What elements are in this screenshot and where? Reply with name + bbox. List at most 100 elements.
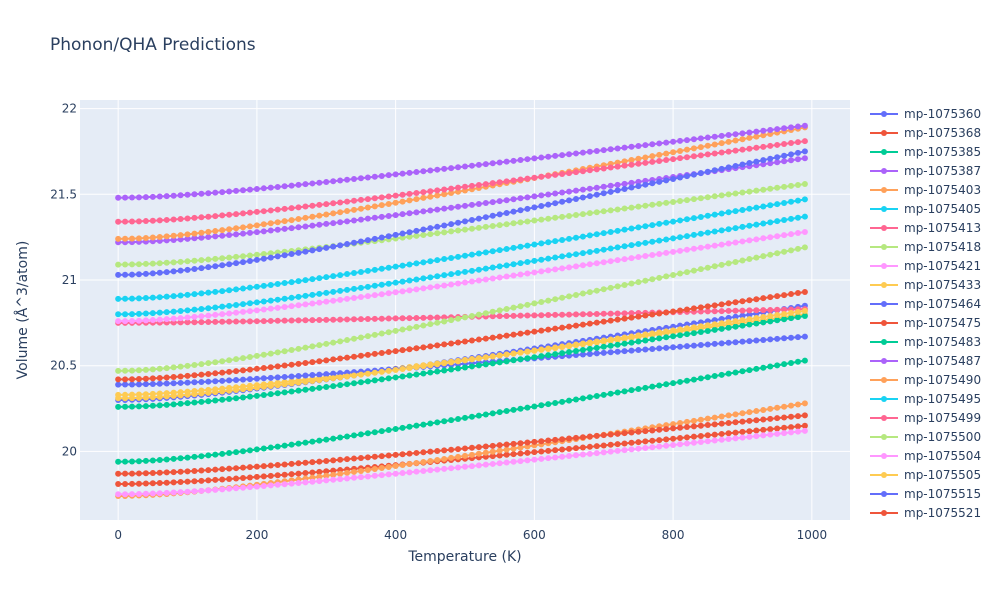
data-point <box>566 170 573 177</box>
data-point <box>434 187 441 194</box>
legend-item[interactable]: mp-1075433 <box>870 278 981 292</box>
data-point <box>552 238 559 245</box>
data-point <box>316 299 323 306</box>
data-point <box>614 310 621 317</box>
data-point <box>288 182 295 189</box>
legend-item[interactable]: mp-1075475 <box>870 316 981 330</box>
data-point <box>427 457 434 464</box>
legend-item[interactable]: mp-1075464 <box>870 297 981 311</box>
data-point <box>260 282 267 289</box>
data-point <box>767 126 774 133</box>
legend-item[interactable]: mp-1075483 <box>870 335 981 349</box>
data-point <box>364 174 371 181</box>
data-point <box>344 354 351 361</box>
data-point <box>135 381 142 388</box>
data-point <box>656 335 663 342</box>
legend-item[interactable]: mp-1075515 <box>870 487 981 501</box>
data-point <box>732 313 739 320</box>
data-point <box>406 450 413 457</box>
data-point <box>420 208 427 215</box>
data-point <box>531 449 538 456</box>
data-point <box>246 229 253 236</box>
data-point <box>399 470 406 477</box>
data-point <box>482 443 489 450</box>
data-point <box>226 318 233 325</box>
data-point <box>378 234 385 241</box>
data-point <box>593 166 600 173</box>
data-point <box>781 361 788 368</box>
legend-item[interactable]: mp-1075521 <box>870 506 981 520</box>
data-point <box>663 199 670 206</box>
legend-item[interactable]: mp-1075360 <box>870 107 981 121</box>
data-point <box>184 372 191 379</box>
legend-item[interactable]: mp-1075505 <box>870 468 981 482</box>
data-point <box>697 304 704 311</box>
data-point <box>545 191 552 198</box>
data-point <box>357 474 364 481</box>
data-point <box>323 436 330 443</box>
legend-item[interactable]: mp-1075368 <box>870 126 981 140</box>
data-point <box>219 388 226 395</box>
data-point <box>371 214 378 221</box>
legend-item[interactable]: mp-1075418 <box>870 240 981 254</box>
data-point <box>351 468 358 475</box>
data-point <box>191 214 198 221</box>
data-point <box>441 229 448 236</box>
data-point <box>607 349 614 356</box>
data-point <box>281 461 288 468</box>
data-point <box>801 213 808 220</box>
data-point <box>392 199 399 206</box>
data-point <box>517 349 524 356</box>
data-point <box>413 196 420 203</box>
data-point <box>579 434 586 441</box>
series-mp-1075499 <box>115 138 808 225</box>
data-point <box>781 306 788 313</box>
legend-item[interactable]: mp-1075405 <box>870 202 981 216</box>
data-point <box>739 317 746 324</box>
series-line <box>118 291 806 381</box>
legend-item[interactable]: mp-1075490 <box>870 373 981 387</box>
data-point <box>545 255 552 262</box>
data-point <box>642 438 649 445</box>
data-point <box>149 490 156 497</box>
data-point <box>233 395 240 402</box>
data-point <box>219 189 226 196</box>
data-point <box>635 142 642 149</box>
legend-item[interactable]: mp-1075487 <box>870 354 981 368</box>
data-point <box>337 209 344 216</box>
data-point <box>142 260 149 267</box>
legend-item[interactable]: mp-1075504 <box>870 449 981 463</box>
data-point <box>725 412 732 419</box>
data-point <box>496 460 503 467</box>
data-point <box>212 233 219 240</box>
legend-item[interactable]: mp-1075387 <box>870 164 981 178</box>
legend-item[interactable]: mp-1075495 <box>870 392 981 406</box>
data-point <box>690 330 697 337</box>
data-point <box>274 317 281 324</box>
data-point <box>607 188 614 195</box>
data-point <box>572 187 579 194</box>
legend-item[interactable]: mp-1075421 <box>870 259 981 273</box>
legend-label: mp-1075418 <box>904 240 981 254</box>
data-point <box>427 362 434 369</box>
data-point <box>281 225 288 232</box>
data-point <box>420 314 427 321</box>
legend-item[interactable]: mp-1075403 <box>870 183 981 197</box>
data-point <box>246 464 253 471</box>
data-point <box>156 402 163 409</box>
data-point <box>489 360 496 367</box>
data-point <box>309 276 316 283</box>
data-point <box>649 330 656 337</box>
legend-item[interactable]: mp-1075413 <box>870 221 981 235</box>
legend-item[interactable]: mp-1075499 <box>870 411 981 425</box>
data-point <box>524 156 531 163</box>
data-point <box>489 264 496 271</box>
series-line <box>118 215 806 316</box>
data-point <box>794 413 801 420</box>
data-point <box>434 342 441 349</box>
data-point <box>316 468 323 475</box>
legend-item[interactable]: mp-1075385 <box>870 145 981 159</box>
legend-item[interactable]: mp-1075500 <box>870 430 981 444</box>
data-point <box>524 355 531 362</box>
data-point <box>607 284 614 291</box>
